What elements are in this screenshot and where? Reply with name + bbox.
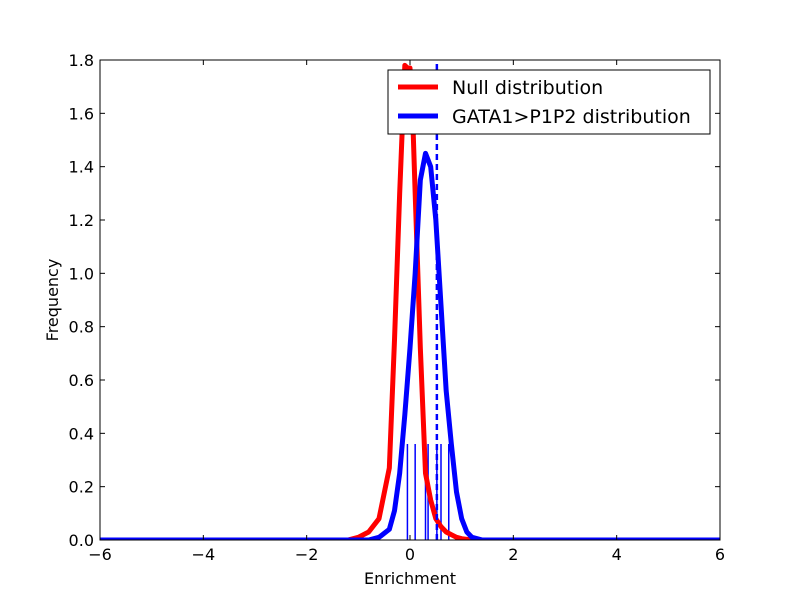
y-tick-label-4: 0.8: [69, 318, 94, 337]
x-tick-label-5: 4: [612, 545, 622, 564]
x-tick-label-6: 6: [715, 545, 725, 564]
legend: Null distribution GATA1>P1P2 distribution: [387, 69, 711, 135]
y-tick-label-8: 1.6: [69, 104, 94, 123]
y-tick-label-0: 0.0: [69, 531, 94, 550]
y-tick-label-6: 1.2: [69, 211, 94, 230]
y-tick-label-5: 1.0: [69, 264, 94, 283]
x-tick-label-1: −4: [192, 545, 216, 564]
x-axis-label: Enrichment: [364, 569, 456, 588]
y-axis-label: Frequency: [43, 259, 62, 342]
y-tick-label-2: 0.4: [69, 424, 94, 443]
axis-ticks: −6 −4 −2 0 2 4 6 0.0 0.2 0.4 0.6 0.8 1.0 1.2 1.4 1.6 1.8: [69, 51, 726, 564]
y-tick-label-1: 0.2: [69, 478, 94, 497]
series-line-1: [100, 150, 720, 540]
y-tick-label-7: 1.4: [69, 158, 94, 177]
legend-label-0: Null distribution: [452, 77, 603, 99]
plot-area: [100, 60, 720, 540]
x-tick-label-0: −6: [88, 545, 112, 564]
x-tick-label-4: 2: [508, 545, 518, 564]
x-tick-label-2: −2: [295, 545, 319, 564]
legend-label-1: GATA1>P1P2 distribution: [452, 106, 691, 128]
y-tick-label-9: 1.8: [69, 51, 94, 70]
y-tick-label-3: 0.6: [69, 371, 94, 390]
series-line-0: [100, 62, 720, 540]
legend-box: [387, 69, 711, 135]
x-tick-label-3: 0: [405, 545, 415, 564]
